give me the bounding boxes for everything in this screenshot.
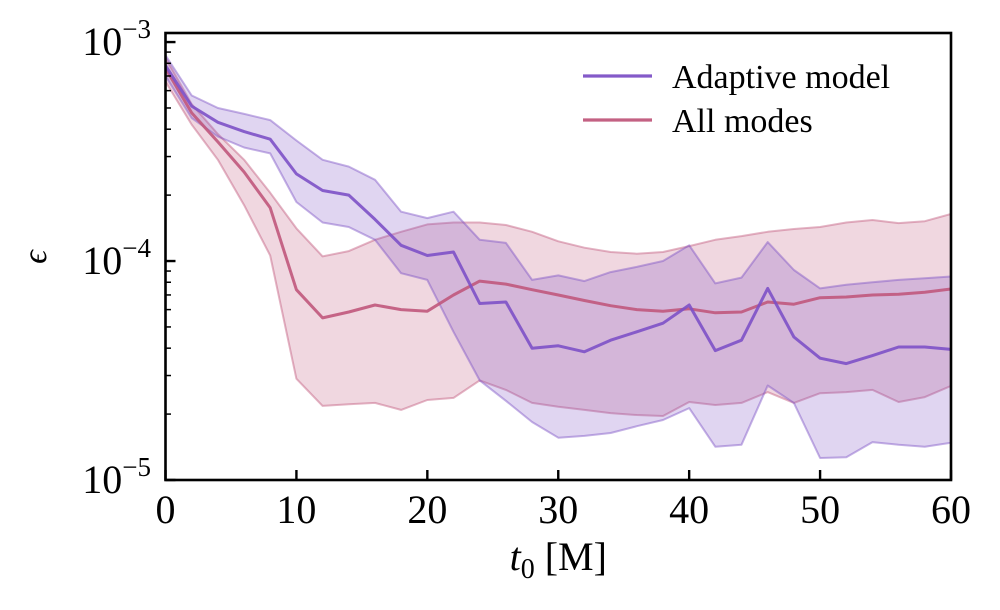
legend-label-adaptive-model: Adaptive model (672, 59, 890, 96)
x-tick-label: 50 (800, 487, 840, 532)
ticks (164, 40, 953, 482)
x-tick-label: 60 (931, 487, 971, 532)
y-tick-label: 10−3 (82, 14, 151, 64)
legend-label-all-modes: All modes (672, 103, 813, 140)
plot-area (165, 54, 951, 459)
x-tick-label: 40 (669, 487, 709, 532)
legend: Adaptive model All modes (583, 59, 890, 140)
x-tick-label: 30 (538, 487, 578, 532)
x-axis-label: t0 [M] (510, 534, 607, 585)
y-tick-label: 10−5 (82, 452, 151, 502)
adaptive-model-line (165, 64, 951, 366)
x-tick-label: 10 (276, 487, 316, 532)
adaptive-model-band (165, 54, 951, 459)
x-tick-label: 20 (407, 487, 447, 532)
y-axis-label: ϵ (17, 249, 54, 264)
y-tick-label: 10−4 (82, 233, 151, 283)
all-modes-line (165, 66, 951, 320)
all-modes-band (165, 56, 951, 417)
x-tick-label: 0 (156, 487, 176, 532)
